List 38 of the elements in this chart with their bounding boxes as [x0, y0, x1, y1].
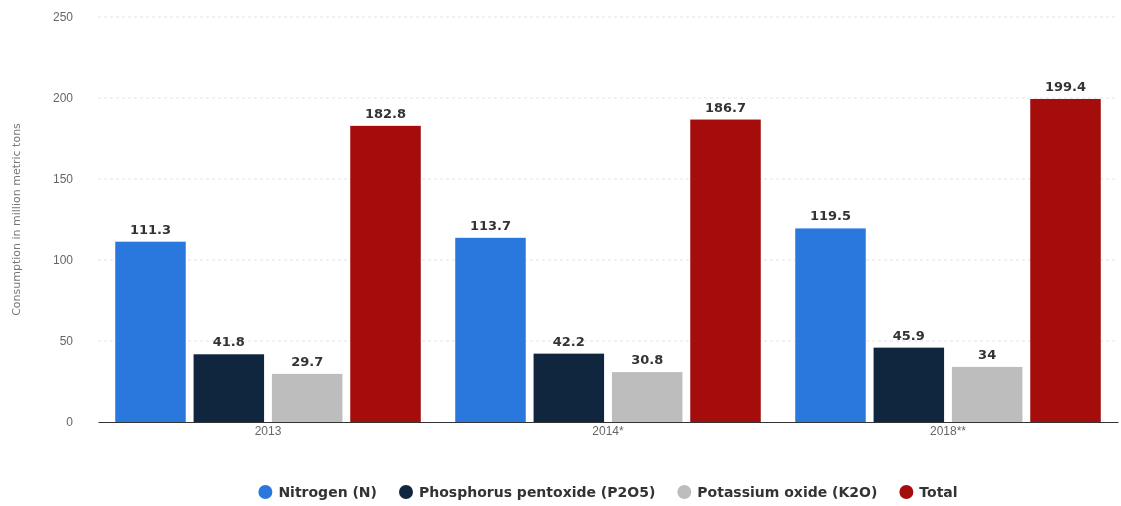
bar [873, 347, 945, 422]
data-label: 42.2 [552, 333, 585, 349]
legend-label: Nitrogen (N) [278, 484, 377, 500]
x-tick-label: 2018** [929, 424, 967, 438]
y-tick-label: 0 [66, 415, 74, 430]
bar [1030, 98, 1101, 422]
bar [951, 366, 1023, 422]
data-label: 119.5 [809, 208, 852, 224]
bar [611, 372, 683, 422]
y-tick-label: 250 [52, 10, 74, 25]
data-label: 34 [978, 346, 997, 362]
data-label: 41.8 [212, 334, 245, 350]
bar [795, 228, 866, 422]
legend-label: Potassium oxide (K2O) [697, 484, 878, 500]
y-tick-label: 150 [52, 172, 74, 187]
y-tick-label: 100 [52, 253, 74, 268]
bar [533, 353, 605, 422]
data-label: 182.8 [364, 105, 407, 121]
data-label: 111.3 [129, 221, 172, 237]
bar [193, 354, 265, 422]
legend-label: Phosphorus pentoxide (P2O5) [418, 484, 656, 500]
data-label: 199.4 [1044, 78, 1087, 94]
y-axis-title: Consumption in million metric tons [10, 122, 23, 316]
data-label: 45.9 [892, 327, 925, 343]
x-tick-label: 2014* [592, 424, 625, 438]
bar [455, 237, 526, 422]
y-tick-label: 50 [59, 334, 74, 349]
y-tick-label: 200 [52, 91, 74, 106]
bar [690, 119, 761, 422]
data-label: 29.7 [291, 353, 324, 369]
data-label: 30.8 [631, 352, 664, 368]
legend-label: Total [919, 484, 958, 500]
bar [271, 373, 343, 422]
bar [115, 241, 186, 422]
data-label: 113.7 [469, 217, 512, 233]
x-tick-label: 2013 [254, 424, 282, 438]
bar [350, 125, 421, 422]
data-label: 186.7 [704, 99, 747, 115]
